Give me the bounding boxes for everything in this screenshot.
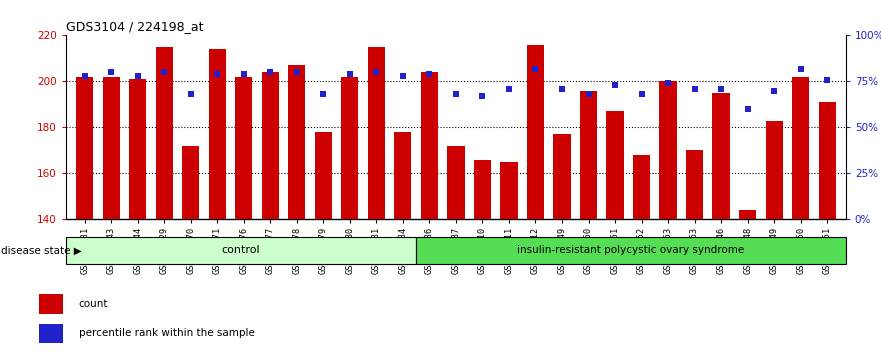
Bar xyxy=(156,47,173,219)
Bar xyxy=(686,150,703,219)
Bar xyxy=(235,77,252,219)
Bar xyxy=(766,120,783,219)
Bar xyxy=(818,102,836,219)
Point xyxy=(343,71,357,77)
Point xyxy=(157,69,171,75)
Point xyxy=(237,71,251,77)
Point xyxy=(104,69,118,75)
Point xyxy=(183,91,197,97)
Bar xyxy=(580,91,597,219)
Point xyxy=(714,86,729,92)
Point xyxy=(502,86,516,92)
Point xyxy=(820,77,834,82)
Point xyxy=(741,106,755,112)
Text: GDS3104 / 224198_at: GDS3104 / 224198_at xyxy=(66,20,204,33)
Point xyxy=(290,69,304,75)
Text: count: count xyxy=(79,299,108,309)
Bar xyxy=(713,93,729,219)
Bar xyxy=(262,72,279,219)
Bar xyxy=(739,210,756,219)
Bar xyxy=(500,162,517,219)
Bar xyxy=(288,65,306,219)
Bar xyxy=(792,77,810,219)
Text: disease state ▶: disease state ▶ xyxy=(1,245,82,256)
Bar xyxy=(40,295,63,314)
Point xyxy=(78,73,92,79)
Point xyxy=(369,69,383,75)
Point xyxy=(422,71,436,77)
Bar xyxy=(209,49,226,219)
Bar xyxy=(182,146,199,219)
Bar xyxy=(395,132,411,219)
Point xyxy=(608,82,622,88)
Bar xyxy=(76,77,93,219)
Bar xyxy=(448,146,464,219)
Point xyxy=(687,86,701,92)
Bar xyxy=(102,77,120,219)
Bar xyxy=(474,160,491,219)
Bar xyxy=(367,47,385,219)
Bar xyxy=(416,237,846,264)
Bar xyxy=(606,111,624,219)
Point xyxy=(263,69,278,75)
Point xyxy=(661,80,675,86)
Bar xyxy=(633,155,650,219)
Point xyxy=(211,71,225,77)
Point xyxy=(448,91,463,97)
Point xyxy=(794,66,808,72)
Point xyxy=(529,66,543,72)
Bar xyxy=(341,77,359,219)
Point xyxy=(767,88,781,93)
Point xyxy=(396,73,410,79)
Point xyxy=(555,86,569,92)
Point xyxy=(316,91,330,97)
Text: percentile rank within the sample: percentile rank within the sample xyxy=(79,328,255,338)
Bar xyxy=(421,72,438,219)
Point xyxy=(476,93,490,99)
Text: insulin-resistant polycystic ovary syndrome: insulin-resistant polycystic ovary syndr… xyxy=(517,245,744,256)
Point xyxy=(581,91,596,97)
Bar xyxy=(129,79,146,219)
Point xyxy=(130,73,144,79)
Bar xyxy=(553,134,571,219)
Bar xyxy=(40,324,63,343)
Point xyxy=(634,91,648,97)
Bar xyxy=(527,45,544,219)
Bar xyxy=(66,237,416,264)
Text: control: control xyxy=(221,245,260,256)
Bar xyxy=(660,81,677,219)
Bar xyxy=(315,132,332,219)
